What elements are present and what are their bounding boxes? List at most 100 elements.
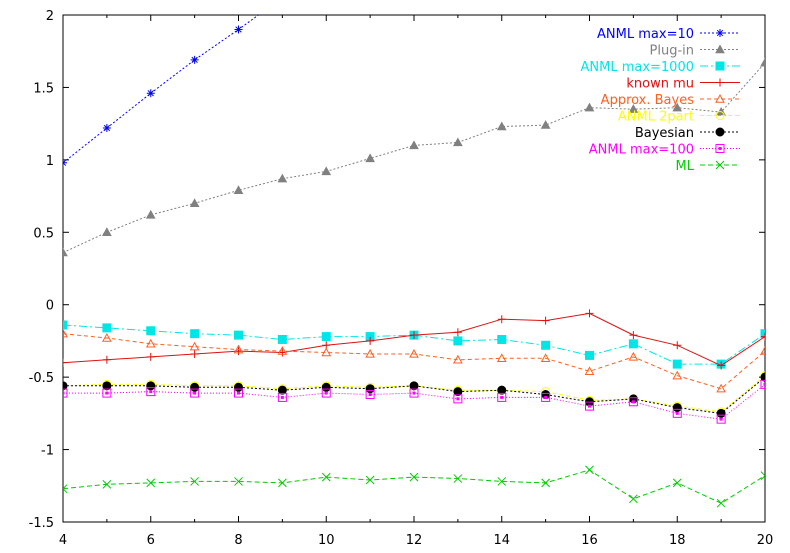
data-point <box>190 349 199 358</box>
data-point-dot <box>149 390 153 394</box>
data-point-dot <box>280 395 284 399</box>
data-point <box>629 494 638 504</box>
data-point-dot <box>719 417 723 421</box>
legend-label: Approx. Bayes <box>601 93 695 108</box>
data-point <box>146 352 155 361</box>
data-point <box>365 390 375 400</box>
data-point <box>146 89 155 98</box>
data-point-dot <box>412 391 416 395</box>
data-point <box>146 478 156 488</box>
data-point <box>672 370 683 380</box>
data-point <box>629 331 638 340</box>
y-tick-label: -1.5 <box>29 516 54 531</box>
data-point <box>672 478 682 488</box>
data-point <box>234 388 243 398</box>
data-point <box>190 388 200 398</box>
data-point <box>628 397 638 407</box>
data-point <box>234 330 243 340</box>
x-tick-label: 16 <box>581 533 598 548</box>
data-point <box>453 387 463 397</box>
data-point-dot <box>368 393 372 397</box>
data-point <box>277 392 287 402</box>
data-point-dot <box>718 147 722 150</box>
data-point <box>190 55 199 64</box>
data-point <box>760 57 765 67</box>
data-point <box>63 484 68 494</box>
data-point <box>365 348 375 358</box>
data-point <box>102 355 111 364</box>
data-point <box>365 475 375 485</box>
data-point <box>628 351 639 361</box>
data-point <box>234 382 243 392</box>
data-point <box>496 353 507 363</box>
data-point <box>760 379 765 389</box>
data-point <box>409 472 419 482</box>
data-point <box>715 144 725 153</box>
legend-label: known mu <box>626 77 694 92</box>
data-point <box>716 414 726 424</box>
x-tick-label: 18 <box>669 533 686 548</box>
data-point <box>715 127 725 137</box>
data-point <box>497 385 507 395</box>
data-point <box>366 336 375 345</box>
data-point <box>409 388 419 398</box>
data-point <box>63 358 67 367</box>
data-point <box>321 472 331 482</box>
data-point-dot <box>237 391 240 395</box>
series-line <box>63 469 765 504</box>
data-point <box>541 392 551 402</box>
data-point <box>409 140 419 150</box>
data-point <box>673 341 682 350</box>
data-point <box>233 185 244 194</box>
data-point <box>584 366 595 376</box>
data-point-dot <box>193 391 197 395</box>
data-point-dot <box>763 382 765 386</box>
x-tick-label: 12 <box>406 533 423 548</box>
data-point <box>585 465 594 475</box>
data-point <box>102 323 112 333</box>
legend-label: ML <box>676 159 695 174</box>
data-point <box>541 478 550 488</box>
data-point <box>585 350 594 360</box>
data-point <box>716 78 724 87</box>
series-7 <box>63 379 765 424</box>
series-line <box>63 376 765 414</box>
series-2 <box>63 320 765 369</box>
data-point <box>715 93 725 103</box>
legend-label: ANML max=10 <box>597 27 694 42</box>
legend-label: ANML 2part <box>618 110 694 125</box>
data-point <box>277 385 287 395</box>
data-point <box>189 198 200 208</box>
x-tick-label: 8 <box>234 533 242 548</box>
data-point <box>497 392 507 402</box>
data-point <box>233 344 244 354</box>
data-point <box>453 336 463 346</box>
data-point <box>453 474 463 483</box>
data-point <box>715 111 725 120</box>
data-point <box>453 328 462 337</box>
data-point <box>102 333 112 342</box>
data-point <box>63 388 68 398</box>
plot-area <box>63 15 765 508</box>
data-point <box>321 332 331 342</box>
data-point <box>278 478 287 488</box>
data-point <box>409 381 419 391</box>
series-line <box>63 333 765 390</box>
data-point <box>146 326 156 336</box>
data-point <box>496 121 507 131</box>
y-tick-label: 2 <box>46 9 54 24</box>
series-6 <box>63 372 765 418</box>
data-point <box>760 372 765 382</box>
data-point <box>145 209 156 219</box>
series-1 <box>63 57 765 257</box>
data-point <box>628 104 639 113</box>
data-point <box>145 338 156 348</box>
data-point-dot <box>105 391 109 395</box>
legend-label: Plug-in <box>650 44 694 59</box>
data-point-dot <box>500 395 504 399</box>
data-point <box>102 479 112 489</box>
y-tick-label: -0.5 <box>29 371 54 386</box>
data-point-dot <box>675 411 679 415</box>
data-point <box>497 477 507 486</box>
